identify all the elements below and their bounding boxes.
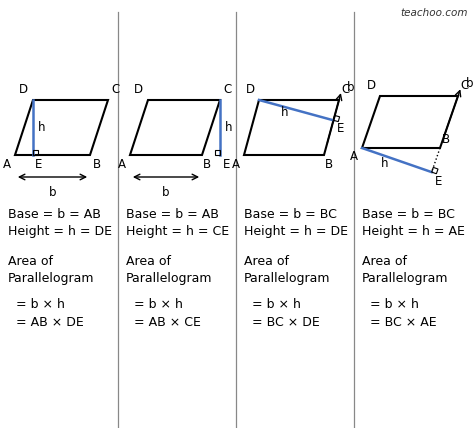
Text: A: A — [3, 158, 11, 171]
Text: D: D — [134, 83, 143, 96]
Text: B: B — [203, 158, 211, 171]
Text: D: D — [367, 79, 376, 92]
Text: Area of: Area of — [362, 255, 407, 268]
Text: b: b — [49, 186, 56, 199]
Text: Height = h = DE: Height = h = DE — [8, 225, 112, 238]
Text: = b × h: = b × h — [370, 298, 419, 311]
Text: Height = h = DE: Height = h = DE — [244, 225, 348, 238]
Text: Area of: Area of — [244, 255, 289, 268]
Text: E: E — [35, 158, 42, 171]
Text: B: B — [325, 158, 333, 171]
Text: E: E — [337, 122, 344, 135]
Text: A: A — [232, 158, 240, 171]
Text: Area of: Area of — [8, 255, 53, 268]
Text: = b × h: = b × h — [252, 298, 301, 311]
Text: Parallelogram: Parallelogram — [126, 272, 212, 285]
Text: Base = b = BC: Base = b = BC — [244, 208, 337, 221]
Text: b: b — [162, 186, 170, 199]
Text: b: b — [346, 81, 354, 94]
Text: Base = b = AB: Base = b = AB — [126, 208, 219, 221]
Text: = b × h: = b × h — [134, 298, 183, 311]
Text: B: B — [442, 133, 450, 146]
Text: h: h — [381, 157, 389, 169]
Text: h: h — [38, 121, 46, 134]
Text: Parallelogram: Parallelogram — [8, 272, 94, 285]
Text: Base = b = AB: Base = b = AB — [8, 208, 101, 221]
Text: Area of: Area of — [126, 255, 171, 268]
Text: Parallelogram: Parallelogram — [362, 272, 448, 285]
Text: E: E — [435, 175, 442, 188]
Text: D: D — [246, 83, 255, 96]
Text: Base = b = BC: Base = b = BC — [362, 208, 455, 221]
Text: A: A — [350, 150, 358, 163]
Text: b: b — [466, 77, 474, 90]
Text: C: C — [341, 83, 349, 96]
Text: h: h — [281, 106, 288, 119]
Text: teachoo.com: teachoo.com — [401, 8, 468, 18]
Text: A: A — [118, 158, 126, 171]
Text: h: h — [225, 121, 233, 134]
Text: C: C — [223, 83, 231, 96]
Text: Height = h = CE: Height = h = CE — [126, 225, 229, 238]
Text: E: E — [223, 158, 230, 171]
Text: = b × h: = b × h — [16, 298, 65, 311]
Text: = BC × AE: = BC × AE — [370, 316, 437, 329]
Text: C: C — [111, 83, 119, 96]
Text: = AB × DE: = AB × DE — [16, 316, 84, 329]
Text: C: C — [460, 79, 468, 92]
Text: D: D — [19, 83, 28, 96]
Text: = BC × DE: = BC × DE — [252, 316, 320, 329]
Text: Parallelogram: Parallelogram — [244, 272, 330, 285]
Text: B: B — [93, 158, 101, 171]
Text: Height = h = AE: Height = h = AE — [362, 225, 465, 238]
Text: = AB × CE: = AB × CE — [134, 316, 201, 329]
